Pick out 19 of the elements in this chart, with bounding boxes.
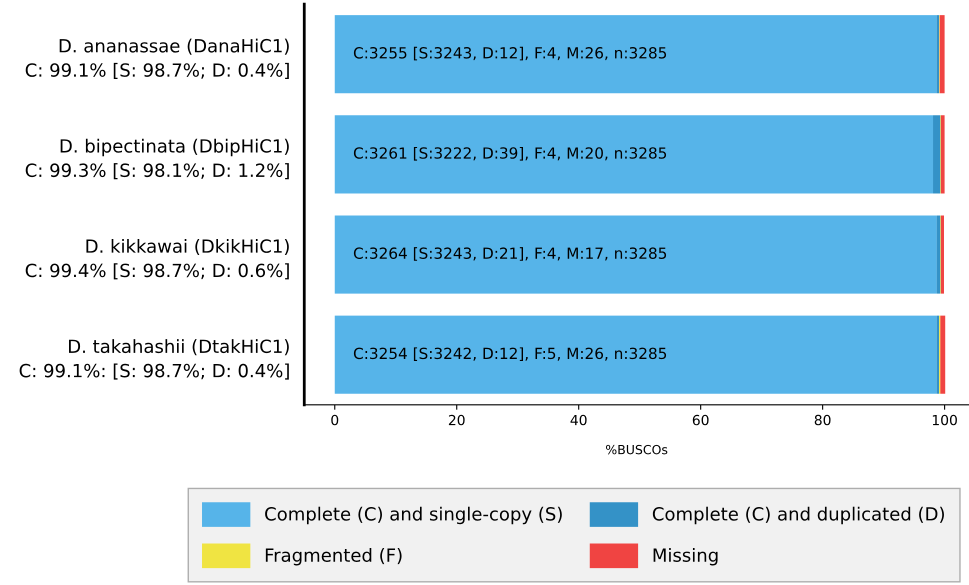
y-tick-label: D. bipectinata (DbipHiC1) C: 99.3% [S: 98.1%; D: 1.2%] (26, 138, 289, 180)
x-axis-title: %BUSCOs (606, 444, 668, 454)
x-tick-label: 60 (692, 414, 709, 426)
x-tick-label: 40 (570, 414, 587, 426)
x-tick-label: 80 (814, 414, 831, 426)
x-tick-label: 0 (331, 414, 338, 426)
y-tick-label: D. takahashii (DtakHiC1) C: 99.1%: [S: 98.7%; D: 0.4%] (20, 339, 289, 380)
legend-label: Fragmented (F) (266, 548, 402, 566)
x-tick-label: 100 (932, 414, 957, 426)
y-tick-label: D. ananassae (DanaHiC1) C: 99.1% [S: 98.7%; D: 0.4%] (26, 38, 289, 80)
x-tick-label: 20 (448, 414, 465, 426)
legend-label: Missing (654, 548, 718, 566)
data-label: C:3254 [S:3242, D:12], F:5, M:26, n:3285 (354, 347, 666, 361)
data-label: C:3255 [S:3243, D:12], F:4, M:26, n:3285 (354, 46, 666, 60)
y-tick-label: D. kikkawai (DkikHiC1) C: 99.4% [S: 98.7%; D: 0.6%] (26, 238, 289, 280)
data-label: C:3261 [S:3222, D:39], F:4, M:20, n:3285 (354, 146, 666, 161)
data-label: C:3264 [S:3243, D:21], F:4, M:17, n:3285 (354, 247, 666, 261)
legend-label: Complete (C) and duplicated (D) (652, 506, 944, 524)
legend-label: Complete (C) and single-copy (S) (265, 506, 562, 524)
